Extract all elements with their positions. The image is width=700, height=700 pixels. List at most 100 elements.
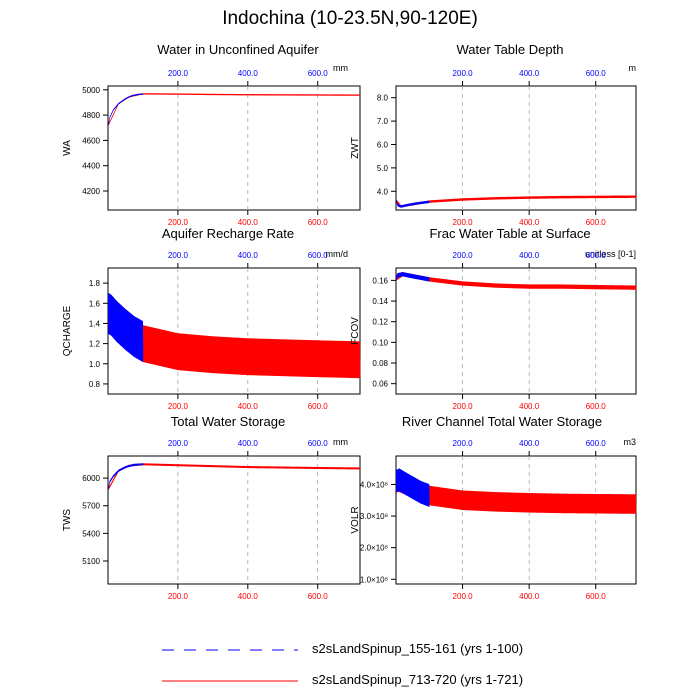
tws-xtick-label-top-0: 200.0 — [168, 439, 189, 448]
volr-xtick-label-top-0: 200.0 — [453, 439, 474, 448]
wa-series-red — [108, 93, 361, 126]
fcov-xtick-label-top-2: 600.0 — [586, 251, 607, 260]
qcharge-series-blue — [108, 292, 144, 362]
zwt-xtick-label-top-2: 600.0 — [586, 69, 607, 78]
fcov-plot-frame — [395, 267, 637, 395]
zwt-series-blue — [396, 199, 430, 208]
wa-ytick-label-3: 4800 — [82, 111, 100, 120]
qcharge-ytick-label-0: 0.8 — [89, 380, 101, 389]
fcov-ylabel: FCOV — [350, 317, 361, 345]
wa-ytick-label-4: 5000 — [82, 86, 100, 95]
tws-ytick-label-3: 6000 — [82, 474, 100, 483]
qcharge-xtick-label-top-2: 600.0 — [308, 251, 329, 260]
zwt-ytick-label-3: 7.0 — [377, 117, 389, 126]
volr-xtick-label-bottom-2: 600.0 — [586, 592, 607, 601]
fcov-series-red — [396, 272, 637, 290]
fcov-ytick-label-5: 0.16 — [372, 276, 388, 285]
volr-series-blue — [396, 468, 430, 507]
zwt-xtick-label-bottom-2: 600.0 — [586, 218, 607, 227]
tws-xtick-label-bottom-2: 600.0 — [308, 592, 329, 601]
tws-ytick-label-0: 5100 — [82, 557, 100, 566]
qcharge-xtick-label-bottom-1: 400.0 — [238, 402, 259, 411]
wa-ytick-label-2: 4600 — [82, 136, 100, 145]
tws-series-red — [108, 463, 361, 490]
qcharge-ytick-label-3: 1.4 — [89, 319, 101, 328]
volr-ytick-label-1: 2.0×10⁸ — [360, 544, 388, 553]
panel-title-fcov: Frac Water Table at Surface — [429, 226, 591, 241]
panel-units-tws: mm — [333, 437, 348, 447]
legend-label-series-1: s2sLandSpinup_155-161 (yrs 1-100) — [312, 641, 524, 656]
qcharge-xtick-label-bottom-0: 200.0 — [168, 402, 189, 411]
tws-ytick-label-2: 5700 — [82, 502, 100, 511]
fcov-ytick-label-0: 0.06 — [372, 380, 388, 389]
figure-title: Indochina (10-23.5N,90-120E) — [222, 8, 478, 29]
wa-ytick-label-0: 4200 — [82, 187, 100, 196]
panel-units-zwt: m — [628, 63, 637, 73]
volr-series-red — [396, 471, 637, 514]
qcharge-ytick-label-2: 1.2 — [89, 340, 101, 349]
volr-ytick-label-0: 1.0×10⁸ — [360, 575, 388, 584]
tws-ytick-label-1: 5400 — [82, 529, 100, 538]
zwt-plot-frame — [395, 85, 637, 211]
wa-series-blue — [108, 93, 144, 126]
qcharge-xtick-label-top-1: 400.0 — [238, 251, 259, 260]
zwt-series-red — [396, 195, 637, 208]
panel-title-tws: Total Water Storage — [170, 414, 286, 429]
wa-xtick-label-top-2: 600.0 — [308, 69, 329, 78]
volr-ytick-label-2: 3.0×10⁸ — [360, 512, 388, 521]
panel-title-wa: Water in Unconfined Aquifer — [157, 42, 319, 57]
fcov-xtick-label-bottom-1: 400.0 — [519, 402, 540, 411]
zwt-xtick-label-top-1: 400.0 — [519, 69, 540, 78]
panel-title-volr: River Channel Total Water Storage — [401, 414, 603, 429]
wa-xtick-label-bottom-2: 600.0 — [308, 218, 329, 227]
tws-xtick-label-top-1: 400.0 — [238, 439, 259, 448]
fcov-xtick-label-bottom-0: 200.0 — [453, 402, 474, 411]
volr-ylabel: VOLR — [350, 506, 361, 533]
tws-xtick-label-bottom-1: 400.0 — [238, 592, 259, 601]
volr-xtick-label-bottom-0: 200.0 — [453, 592, 474, 601]
fcov-xtick-label-bottom-2: 600.0 — [586, 402, 607, 411]
panel-units-volr: m3 — [623, 437, 636, 447]
wa-xtick-label-bottom-0: 200.0 — [168, 218, 189, 227]
fcov-ytick-label-4: 0.14 — [372, 297, 388, 306]
qcharge-series-red — [108, 295, 361, 379]
qcharge-ytick-label-5: 1.8 — [89, 279, 101, 288]
tws-series-blue — [108, 463, 144, 490]
qcharge-ylabel: QCHARGE — [62, 305, 73, 356]
volr-xtick-label-top-1: 400.0 — [519, 439, 540, 448]
tws-xtick-label-top-2: 600.0 — [308, 439, 329, 448]
fcov-xtick-label-top-0: 200.0 — [453, 251, 474, 260]
zwt-xtick-label-bottom-0: 200.0 — [453, 218, 474, 227]
fcov-ytick-label-1: 0.08 — [372, 359, 388, 368]
zwt-ytick-label-4: 8.0 — [377, 94, 389, 103]
wa-xtick-label-top-1: 400.0 — [238, 69, 259, 78]
qcharge-ytick-label-1: 1.0 — [89, 360, 101, 369]
legend-label-series-2: s2sLandSpinup_713-720 (yrs 1-721) — [312, 672, 524, 687]
wa-xtick-label-bottom-1: 400.0 — [238, 218, 259, 227]
qcharge-xtick-label-top-0: 200.0 — [168, 251, 189, 260]
volr-xtick-label-top-2: 600.0 — [586, 439, 607, 448]
zwt-ytick-label-2: 6.0 — [377, 140, 389, 149]
panel-units-qcharge: mm/d — [325, 249, 349, 259]
zwt-xtick-label-top-0: 200.0 — [453, 69, 474, 78]
volr-xtick-label-bottom-1: 400.0 — [519, 592, 540, 601]
volr-plot-frame — [395, 455, 637, 585]
panel-units-wa: mm — [333, 63, 348, 73]
tws-xtick-label-bottom-0: 200.0 — [168, 592, 189, 601]
zwt-ylabel: ZWT — [350, 137, 361, 159]
tws-plot-frame — [107, 455, 361, 585]
qcharge-xtick-label-bottom-2: 600.0 — [308, 402, 329, 411]
panel-title-zwt: Water Table Depth — [456, 42, 564, 57]
fcov-ytick-label-2: 0.10 — [372, 338, 388, 347]
qcharge-ytick-label-4: 1.6 — [89, 299, 101, 308]
wa-xtick-label-top-0: 200.0 — [168, 69, 189, 78]
zwt-xtick-label-bottom-1: 400.0 — [519, 218, 540, 227]
fcov-xtick-label-top-1: 400.0 — [519, 251, 540, 260]
zwt-ytick-label-0: 4.0 — [377, 187, 389, 196]
volr-ytick-label-3: 4.0×10⁸ — [360, 480, 388, 489]
wa-plot-frame — [107, 85, 361, 211]
wa-ytick-label-1: 4400 — [82, 162, 100, 171]
fcov-ytick-label-3: 0.12 — [372, 318, 388, 327]
tws-ylabel: TWS — [62, 509, 73, 532]
